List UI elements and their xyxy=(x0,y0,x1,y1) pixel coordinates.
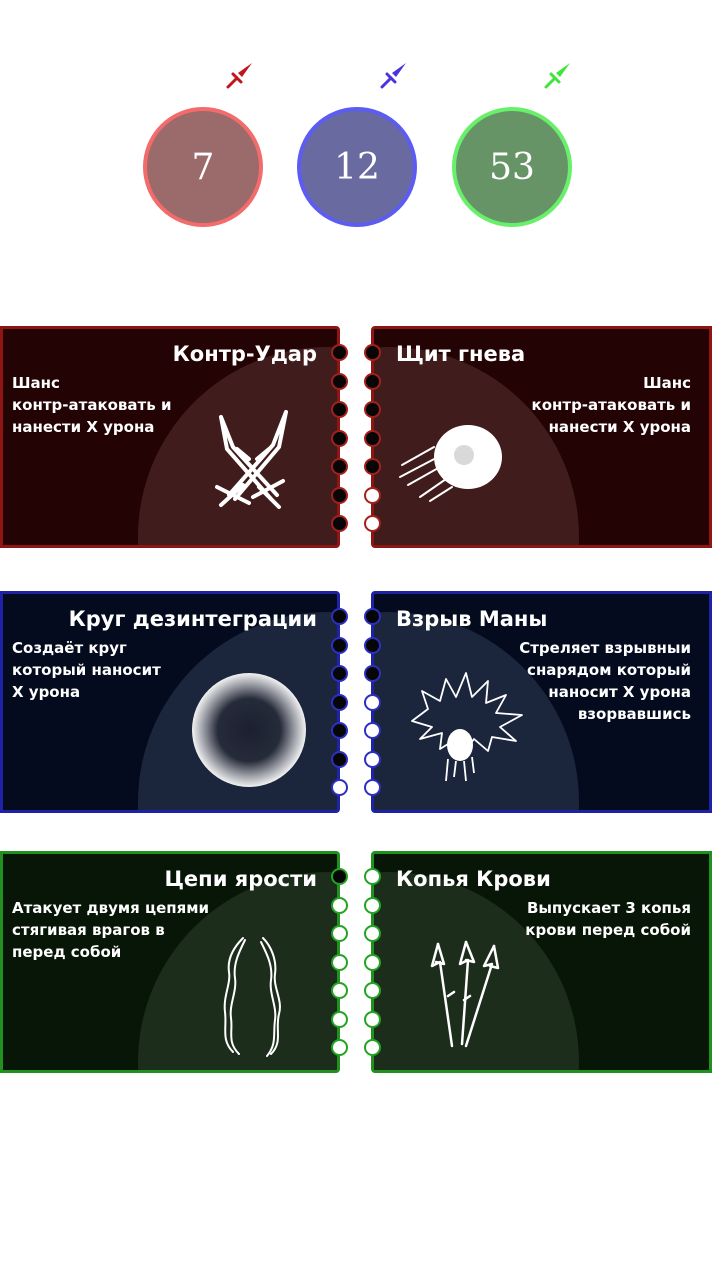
skill-description: Атакует двумя цепями стягивая врагов в пер… xyxy=(12,899,210,961)
skill-description: Стреляет взрывныи снарядом который наносит… xyxy=(519,639,691,723)
level-dot xyxy=(364,1039,381,1056)
skill-description: Шанс контр-атаковать и нанести X урона xyxy=(12,374,172,436)
chains-icon xyxy=(223,937,281,1057)
skill-title: Круг дезинтеграции xyxy=(68,607,317,631)
shield-orb-icon xyxy=(399,425,502,502)
green-counter-value: 53 xyxy=(489,146,535,188)
level-dot xyxy=(364,665,381,682)
level-dot xyxy=(331,608,348,625)
level-dot xyxy=(331,637,348,654)
level-dot xyxy=(331,515,348,532)
level-dot xyxy=(364,487,381,504)
skill-title: Контр-Удар xyxy=(172,342,317,366)
level-dot xyxy=(364,897,381,914)
blue-sword-icon xyxy=(380,63,406,89)
level-dot xyxy=(331,925,348,942)
skill-card-kopya-krovi[interactable]: Копья Крови Выпускает 3 копья крови перед… xyxy=(371,851,712,1073)
green-counter: 53 xyxy=(452,107,572,227)
red-sword-icon xyxy=(226,63,252,89)
skill-description: Выпускает 3 копья крови перед собой xyxy=(525,899,691,939)
crossed-swords-icon xyxy=(215,410,288,509)
green-sword-icon xyxy=(544,63,570,89)
level-dot xyxy=(331,1011,348,1028)
skill-description: Создаёт круг который наносит X урона xyxy=(12,639,161,701)
level-dot xyxy=(331,897,348,914)
skill-title: Цепи ярости xyxy=(164,867,317,891)
level-dot xyxy=(364,925,381,942)
level-dot xyxy=(331,982,348,999)
level-dot xyxy=(331,487,348,504)
level-dot xyxy=(331,722,348,739)
level-dot xyxy=(331,458,348,475)
blood-spears-icon xyxy=(430,940,500,1048)
level-dot xyxy=(364,1011,381,1028)
level-dot xyxy=(331,751,348,768)
skill-title: Взрыв Маны xyxy=(396,607,548,631)
red-counter: 7 xyxy=(143,107,263,227)
skill-description: Шанс контр-атаковать и нанести X урона xyxy=(531,374,691,436)
level-dot xyxy=(364,868,381,885)
blue-counter: 12 xyxy=(297,107,417,227)
level-dot xyxy=(364,344,381,361)
level-dot xyxy=(364,779,381,796)
level-dot xyxy=(331,694,348,711)
level-dot xyxy=(364,637,381,654)
skill-card-tsepi-yarosti[interactable]: Цепи ярости Атакует двумя цепями стягивая… xyxy=(0,851,340,1073)
level-dot xyxy=(364,515,381,532)
blue-counter-value: 12 xyxy=(334,146,380,188)
level-dot xyxy=(331,665,348,682)
level-dot xyxy=(364,954,381,971)
level-dot xyxy=(331,344,348,361)
skill-card-shchit-gneva[interactable]: Щит гнева Шанс контр-атаковать и нанести X… xyxy=(371,326,712,548)
level-dot xyxy=(331,1039,348,1056)
level-dot xyxy=(364,430,381,447)
level-dot xyxy=(364,694,381,711)
level-dot xyxy=(331,430,348,447)
level-dot xyxy=(331,401,348,418)
level-dot xyxy=(364,751,381,768)
level-dot xyxy=(364,373,381,390)
skill-card-kontr-udar[interactable]: Контр-Удар Шанс контр-атаковать и нанести … xyxy=(0,326,340,548)
level-dot xyxy=(331,373,348,390)
skill-title: Щит гнева xyxy=(396,342,526,366)
dark-circle-icon xyxy=(192,673,306,787)
level-dot xyxy=(364,722,381,739)
level-dot xyxy=(331,954,348,971)
level-dot xyxy=(364,401,381,418)
skill-card-krug-dezintegratsii[interactable]: Круг дезинтеграции Создаёт круг который н… xyxy=(0,591,340,813)
level-dot xyxy=(331,868,348,885)
level-dot xyxy=(364,982,381,999)
level-dot xyxy=(364,458,381,475)
level-dot xyxy=(364,608,381,625)
skill-title: Копья Крови xyxy=(396,867,551,891)
mana-explosion-icon xyxy=(411,672,523,782)
red-counter-value: 7 xyxy=(191,146,215,188)
skill-card-vzryv-many[interactable]: Взрыв Маны Стреляет взрывныи снарядом кот… xyxy=(371,591,712,813)
level-dot xyxy=(331,779,348,796)
